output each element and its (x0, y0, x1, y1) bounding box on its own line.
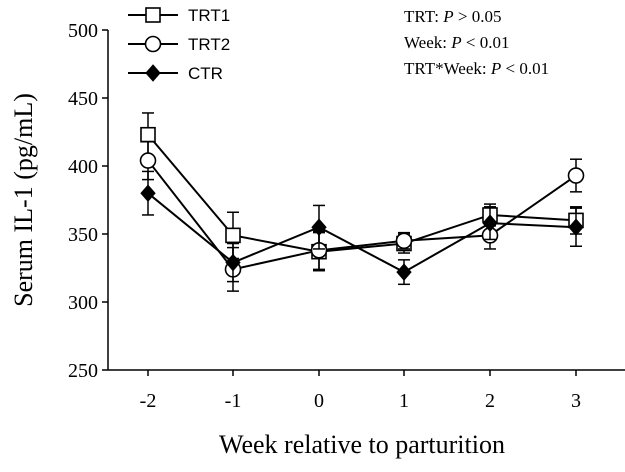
data-point (567, 167, 585, 184)
data-point (396, 263, 412, 281)
legend-entry-trt2: TRT2 (128, 35, 230, 54)
stat-annotation: Week: P < 0.01 (404, 33, 509, 52)
data-point (311, 218, 327, 236)
x-tick-label: 2 (485, 390, 495, 412)
data-point (225, 227, 241, 244)
x-tick-label: 1 (399, 390, 409, 412)
stat-annotation: TRT: P > 0.05 (404, 7, 501, 26)
data-point (140, 126, 156, 143)
y-axis-title: Serum IL-1 (pg/mL) (9, 93, 38, 307)
data-point (139, 152, 157, 169)
legend-label: TRT1 (188, 6, 230, 25)
data-point (395, 232, 413, 250)
series-line (147, 159, 577, 271)
legend-marker (145, 64, 161, 82)
x-tick-label: 3 (571, 390, 581, 412)
x-tick-label: -1 (225, 390, 242, 412)
data-point (568, 218, 584, 236)
y-tick-label: 400 (68, 156, 98, 178)
series-layer (139, 112, 585, 292)
series-trt2 (139, 140, 585, 292)
legend-label: CTR (188, 64, 223, 83)
legend-entry-trt1: TRT1 (128, 6, 230, 25)
axes: 250 300 350 400 450 500 -2 -1 0 1 2 3 Week relative … (9, 20, 625, 459)
y-tick-label: 300 (68, 292, 98, 314)
data-point (225, 253, 241, 272)
x-axis-title: Week relative to parturition (219, 430, 505, 459)
y-tick-label: 350 (68, 224, 98, 246)
y-tick-label: 450 (68, 88, 98, 110)
legend-marker (144, 35, 162, 53)
series-line (147, 192, 577, 274)
series-ctr (140, 170, 584, 286)
legend-entry-ctr: CTR (128, 64, 223, 83)
annotations: TRT: P > 0.05 Week: P < 0.01 TRT*Week: P <… (404, 7, 549, 78)
stat-annotation: TRT*Week: P < 0.01 (404, 59, 549, 78)
data-point (140, 184, 156, 202)
x-tick-label: 0 (314, 390, 324, 412)
legend-label: TRT2 (188, 35, 230, 54)
x-tick-label: -2 (140, 390, 157, 412)
series-trt1 (140, 112, 584, 272)
legend-marker (145, 7, 161, 23)
y-tick-label: 500 (68, 20, 98, 42)
series-line (147, 134, 577, 253)
data-point (482, 214, 498, 232)
legend: TRT1 TRT2 CTR (128, 6, 230, 83)
y-tick-label: 250 (68, 360, 98, 382)
